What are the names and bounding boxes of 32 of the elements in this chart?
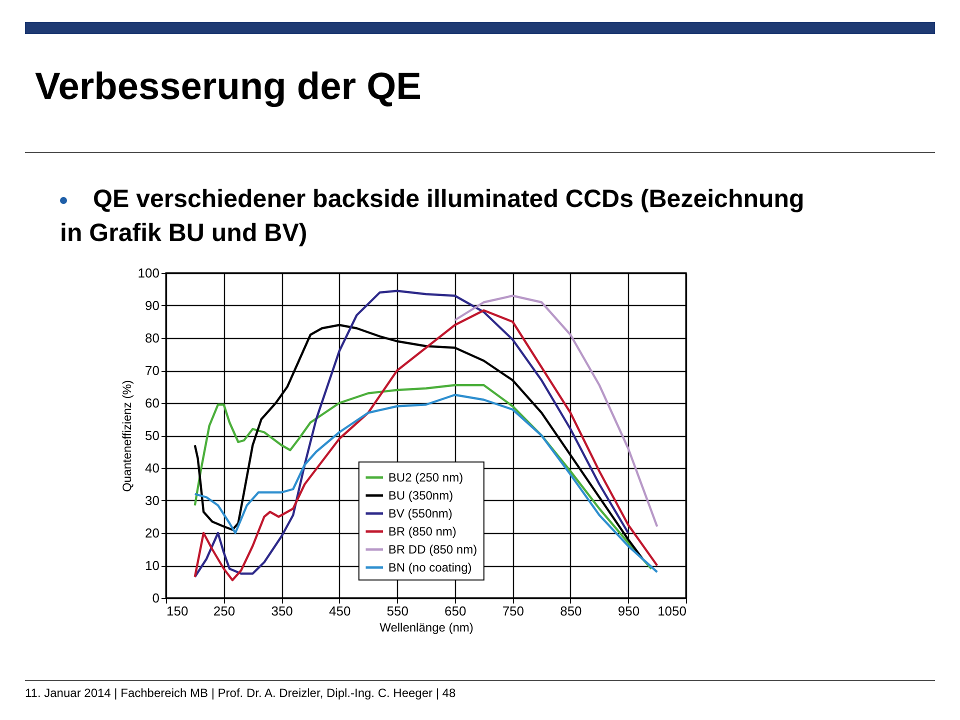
x-axis-title: Wellenlänge (nm): [380, 620, 474, 634]
x-tick-label: 150: [166, 604, 188, 618]
x-tick-label: 850: [560, 604, 582, 618]
legend-label: BN (no coating): [388, 560, 472, 574]
text: 11. Januar 2014 | Fachbereich MB | Prof. Dr. A. Dreizler, Dipl.-Ing. C. Heeger | 48: [25, 680, 935, 700]
x-tick-label: 550: [386, 604, 408, 618]
y-tick-label: 30: [145, 493, 160, 508]
y-tick-label: 40: [145, 460, 160, 476]
y-tick-label: 0: [152, 590, 160, 606]
legend-label: BU2 (250 nm): [388, 470, 464, 484]
legend-label: BR (850 nm): [388, 524, 456, 538]
y-tick-label: 10: [145, 558, 160, 573]
x-tick-label: 350: [271, 604, 293, 618]
x-tick-label: 950: [618, 604, 640, 618]
x-tick-label: 250: [213, 604, 236, 618]
x-tick-label: 650: [444, 604, 466, 618]
x-tick-label: 1050: [658, 604, 686, 618]
chart-title: Verbesserung der QE: [35, 66, 422, 109]
y-tick-label: 50: [145, 428, 160, 443]
y-tick-label: 20: [145, 526, 160, 540]
y-tick-label: 100: [138, 266, 160, 280]
y-axis-title: Quanteneffizienz (%): [120, 380, 134, 492]
x-tick-label: 750: [502, 604, 524, 618]
y-tick-label: 70: [145, 363, 160, 378]
y-tick-label: 90: [145, 298, 160, 313]
y-tick-label: 60: [145, 396, 160, 410]
legend-label: BR DD (850 nm): [388, 542, 478, 556]
legend-label: BV (550nm): [388, 506, 452, 520]
y-tick-label: 80: [145, 330, 160, 346]
x-tick-label: 450: [328, 604, 351, 618]
legend-label: BU (350nm): [388, 488, 454, 502]
chart-subtitle: QE verschiedener backside illuminated CCDs (Bezeichnung in Grafik BU und BV): [60, 185, 804, 247]
